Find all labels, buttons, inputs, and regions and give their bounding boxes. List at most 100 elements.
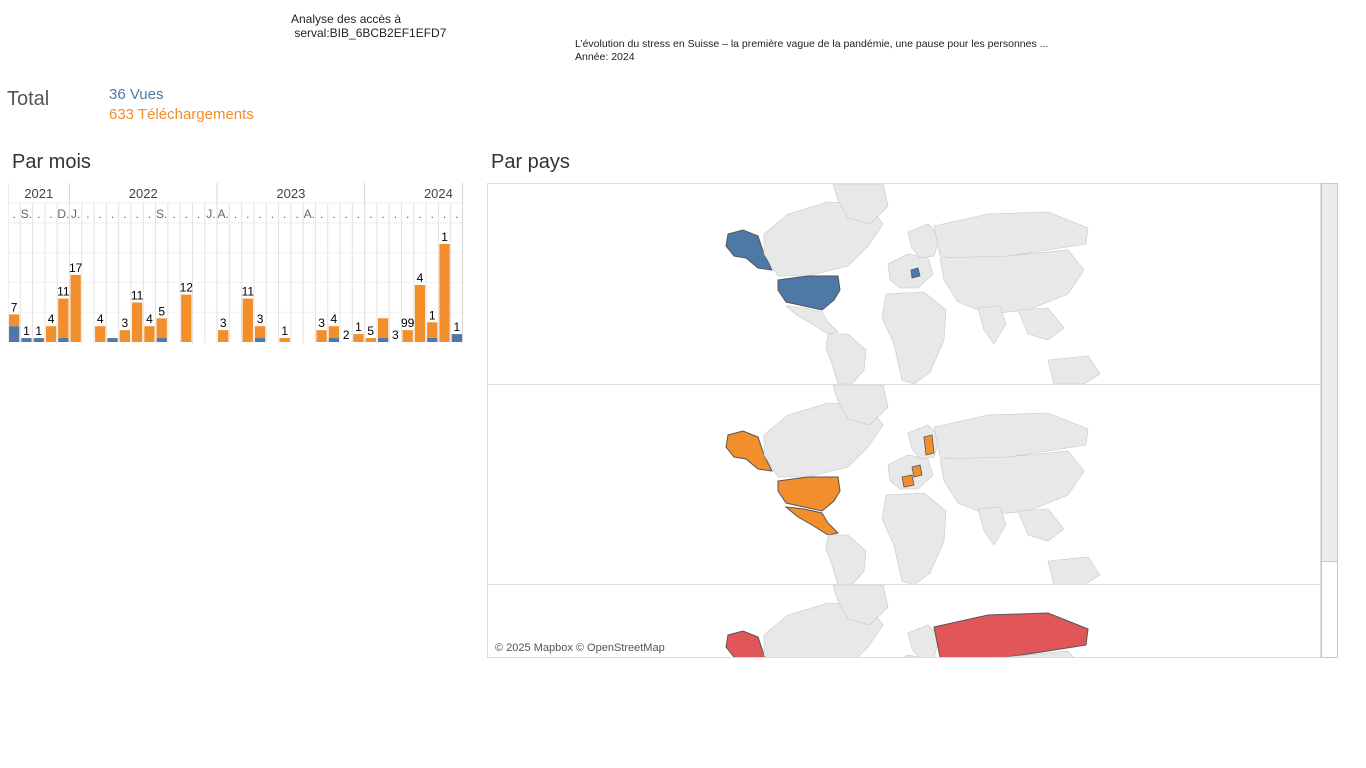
monthly-bar-chart[interactable]: 20212022202320242025.S...D.J.......S....… [8,183,463,343]
map-country-scand [907,624,941,657]
year-label: 2023 [276,186,305,201]
bar-views [451,334,462,342]
map-country-canada [763,201,884,277]
month-label: S. [156,207,167,221]
month-label: . [234,207,237,221]
month-label: . [283,207,286,221]
bar-downloads [439,244,450,342]
page-title: Analyse des accès à serval:BIB_6BCB2EF1E… [291,12,447,40]
map-country-india [977,506,1007,546]
bar-value-label: 4 [146,312,153,326]
country-map-panel[interactable]: © 2025 Mapbox © OpenStreetMap [487,183,1321,658]
map-country-alaska [725,630,766,657]
bar-downloads [316,330,327,342]
section-title-by-country: Par pays [491,151,570,173]
map-country-europe [903,654,920,657]
map-country-switzerland [910,267,921,279]
month-label: . [135,207,138,221]
world-map-other [725,585,1089,657]
bar-views [9,326,20,342]
map-country-asia [939,249,1085,315]
month-label: J. [71,207,80,221]
month-label: . [37,207,40,221]
bar-downloads [58,298,69,339]
bar-downloads [95,326,106,342]
total-views: 36 Vues [109,86,164,103]
month-label: . [271,207,274,221]
map-country-canada [763,402,884,478]
map-country-mexico [785,305,839,335]
bar-value-label: 4 [331,312,338,326]
bar-value-label: 4 [48,312,55,326]
bar-value-label: 1 [441,230,448,244]
bar-views [156,338,167,342]
bar-value-label: 1 [281,324,288,338]
bar-downloads [402,330,413,342]
bar-value-label: 2 [343,328,350,342]
map-attribution[interactable]: © 2025 Mapbox © OpenStreetMap [495,642,665,654]
map-country-france [901,474,915,488]
month-label: . [99,207,102,221]
publication-info: L’évolution du stress en Suisse – la pre… [575,38,1048,64]
bar-downloads [218,330,229,342]
bar-views [328,338,340,342]
bar-views [21,338,32,342]
publication-year: Année: 2024 [575,51,635,63]
bar-value-label: 1 [355,320,362,334]
bar-downloads [9,314,20,327]
month-label: A. [304,207,315,221]
bar-downloads [131,302,143,342]
year-label: 2021 [24,186,53,201]
world-map-views [725,184,1101,384]
year-label: 2024 [424,186,453,201]
map-scrollbar[interactable] [1321,183,1338,658]
month-label: . [345,207,348,221]
bar-value-label: 1 [23,324,30,338]
bar-value-label: 3 [121,316,128,330]
bar-views [58,338,69,342]
map-other[interactable] [488,584,1320,657]
bar-value-label: 12 [180,281,194,295]
bar-value-label: 11 [242,285,255,299]
bar-downloads [427,322,438,339]
map-country-greenland [832,385,889,426]
month-label: . [197,207,200,221]
month-label: J. [206,207,215,221]
scrollbar-thumb[interactable] [1322,184,1337,562]
map-downloads[interactable] [488,384,1320,585]
map-country-africa [881,492,947,585]
month-label: . [172,207,175,221]
month-label: . [258,207,261,221]
section-title-by-month: Par mois [12,151,91,173]
month-label: . [443,207,446,221]
bar-downloads [156,318,167,339]
bar-downloads [254,326,266,339]
map-views[interactable] [488,184,1320,384]
bar-value-label: 4 [97,312,104,326]
month-label: A. [218,207,229,221]
month-label: . [369,207,372,221]
map-country-usa [777,275,841,311]
bar-downloads [414,285,426,342]
month-label: . [455,207,458,221]
map-country-usa [777,476,841,512]
bar-downloads [353,334,364,342]
year-label: 2022 [129,186,158,201]
month-label: . [185,207,188,221]
month-label: . [431,207,434,221]
bar-value-label: 11 [131,289,144,303]
bar-downloads [144,326,155,342]
map-country-asia [939,450,1085,516]
month-label: S. [21,207,32,221]
month-label: . [49,207,52,221]
bar-downloads [365,338,376,342]
bar-downloads [242,298,253,342]
map-country-europe [887,454,934,490]
total-downloads: 633 Téléchargements [109,106,254,123]
chart-background [8,183,463,343]
map-country-seasia [1017,307,1065,341]
map-country-australia [1047,355,1101,384]
month-label: . [111,207,114,221]
month-label: . [320,207,323,221]
month-label: . [123,207,126,221]
